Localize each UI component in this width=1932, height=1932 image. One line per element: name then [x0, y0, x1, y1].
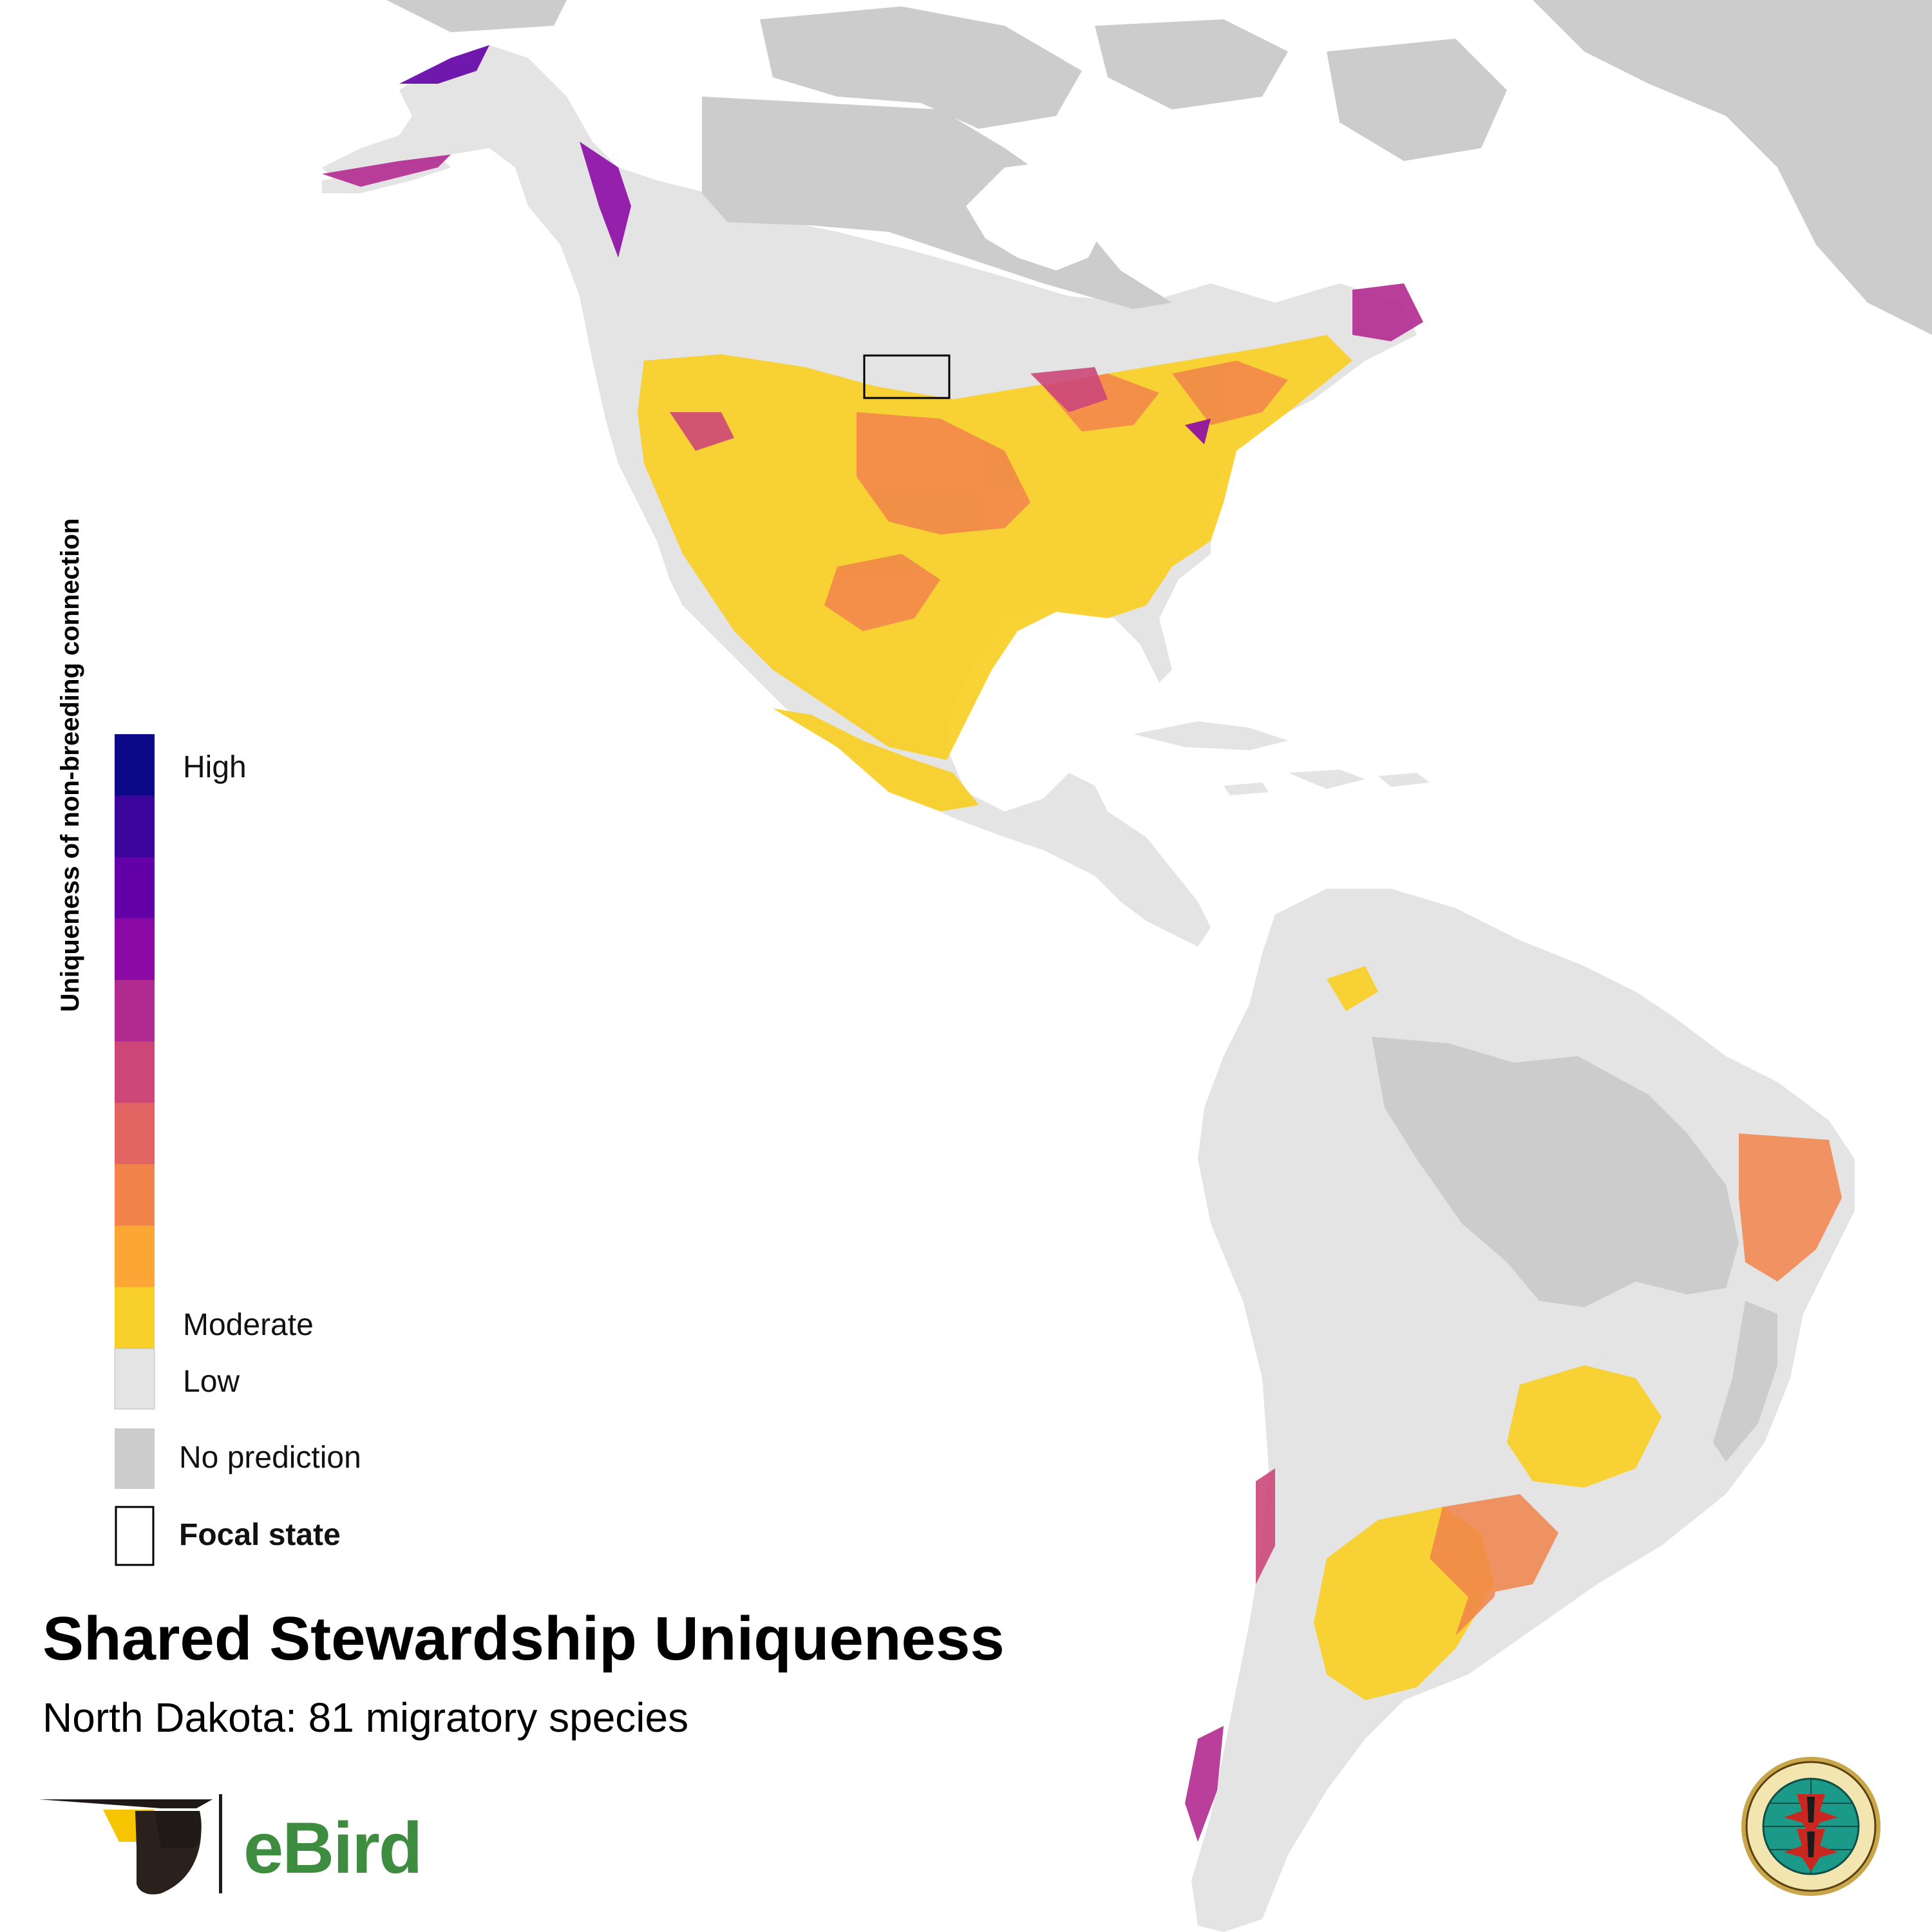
ebird-logo-mark — [39, 1794, 222, 1895]
legend-no-prediction-swatch — [115, 1428, 155, 1489]
page-title: Shared Stewardship Uniqueness — [43, 1604, 1005, 1673]
hudson-bay — [966, 161, 1108, 270]
legend-low-label: Low — [183, 1365, 240, 1399]
legend-color-step — [115, 1041, 155, 1103]
legend-axis-title: Uniqueness of non-breeding connection — [56, 518, 84, 1012]
legend-color-step — [115, 857, 155, 919]
legend-color-step — [115, 1164, 155, 1226]
atlantic-forest-no-prediction — [1713, 1301, 1777, 1462]
legend-color-step — [115, 918, 155, 981]
legend-color-step — [115, 734, 155, 796]
legend-focal-state-label: Focal state — [179, 1518, 341, 1552]
moderate-zones — [638, 335, 1662, 1700]
legend-color-step — [115, 1103, 155, 1165]
legend-color-step — [115, 980, 155, 1042]
ebird-wordmark: eBird — [243, 1808, 422, 1888]
caribbean-islands — [1133, 721, 1430, 795]
focal-state-outline — [863, 354, 951, 399]
amazon-no-prediction — [1372, 1037, 1739, 1307]
legend-colorbar — [115, 734, 155, 1349]
high-zones — [322, 45, 1423, 1842]
legend-color-step — [115, 1287, 155, 1349]
page-subtitle: North Dakota: 81 migratory species — [43, 1694, 689, 1741]
legend-low-swatch — [114, 1348, 155, 1410]
legend-high-label: High — [183, 750, 247, 784]
legend-color-step — [115, 795, 155, 858]
legend-focal-state-swatch — [115, 1506, 155, 1566]
pif-logo — [1741, 1757, 1880, 1896]
legend-color-step — [115, 1226, 155, 1288]
legend-no-prediction-label: No prediction — [179, 1441, 361, 1475]
legend-moderate-label: Moderate — [183, 1308, 314, 1342]
